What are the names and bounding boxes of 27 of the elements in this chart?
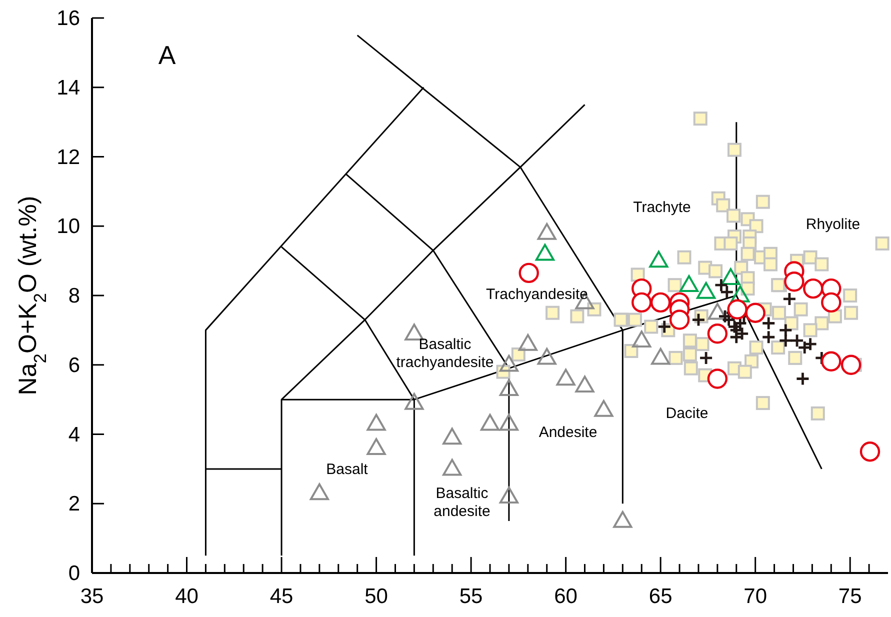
x-tick-label: 40 [175, 585, 198, 608]
x-tick-label: 60 [554, 585, 578, 608]
x-tick-label: 50 [364, 585, 388, 608]
annotation: Andesite [538, 424, 598, 441]
y-tick-label: 4 [68, 423, 80, 446]
x-tick-label: 55 [459, 585, 483, 608]
annotation: Rhyolite [806, 216, 860, 233]
y-tick-label: 0 [68, 562, 80, 585]
y-tick-label: 6 [68, 354, 80, 377]
x-tick-label: 75 [838, 585, 862, 608]
y-tick-label: 16 [56, 7, 80, 30]
annotation: Basaltic andesite [434, 485, 490, 520]
annotation: Basalt [326, 461, 369, 478]
annotation: Trachyandesite [486, 286, 588, 303]
annotation: Dacite [666, 405, 708, 422]
y-tick-label: 8 [68, 284, 80, 308]
y-tick-label: 12 [56, 146, 80, 169]
y-tick-label: 14 [56, 76, 80, 100]
x-tick-label: 65 [648, 585, 672, 608]
annotation: Trachyte [633, 199, 691, 216]
x-tick-label: 70 [744, 585, 768, 608]
annotation: A [158, 40, 176, 70]
x-tick-label: 45 [270, 585, 294, 608]
annotation: Basaltic trachyandesite [396, 336, 494, 371]
y-tick-label: 2 [68, 492, 80, 516]
y-tick-label: 10 [56, 215, 80, 238]
x-tick-label: 35 [80, 585, 104, 608]
